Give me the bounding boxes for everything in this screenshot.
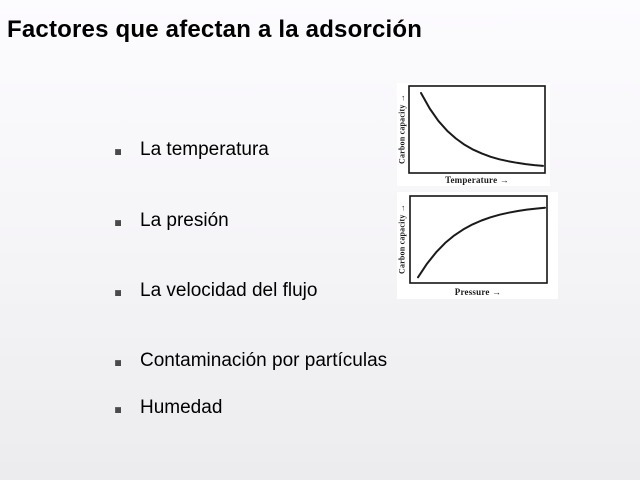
bullet-item-contaminacion: Contaminación por partículas xyxy=(115,350,387,373)
temperature-chart-xlabel: Temperature → xyxy=(445,175,509,185)
square-bullet-icon xyxy=(115,360,121,366)
bullet-item-humedad: Humedad xyxy=(115,397,222,420)
square-bullet-icon xyxy=(115,407,121,413)
temperature-chart-canvas xyxy=(408,85,546,174)
bullet-label: Humedad xyxy=(140,397,223,418)
bullet-label: Contaminación por partículas xyxy=(140,350,388,371)
square-bullet-icon xyxy=(115,149,121,155)
bullet-label: La presión xyxy=(140,210,229,231)
pressure-chart-xlabel: Pressure → xyxy=(454,287,502,297)
temperature-curve xyxy=(420,92,544,167)
pressure-curve xyxy=(417,206,546,279)
temperature-chart: Carbon capacity → Temperature → xyxy=(397,83,550,186)
square-bullet-icon xyxy=(115,290,121,296)
temperature-plot-box xyxy=(408,85,546,174)
bullet-item-temperatura: La temperatura xyxy=(115,139,269,162)
temperature-chart-ylabel: Carbon capacity → xyxy=(397,93,407,165)
square-bullet-icon xyxy=(115,220,121,226)
bullet-label: La velocidad del flujo xyxy=(140,280,318,301)
pressure-plot-box xyxy=(409,195,548,284)
bullet-label: La temperatura xyxy=(140,139,269,160)
pressure-chart-ylabel: Carbon capacity → xyxy=(397,203,407,275)
pressure-chart-canvas xyxy=(409,195,548,284)
slide-title: Factores que afectan a la adsorción xyxy=(7,16,423,43)
pressure-chart: Carbon capacity → Pressure → xyxy=(397,192,558,299)
bullet-item-velocidad: La velocidad del flujo xyxy=(115,280,317,303)
bullet-item-presion: La presión xyxy=(115,210,229,233)
